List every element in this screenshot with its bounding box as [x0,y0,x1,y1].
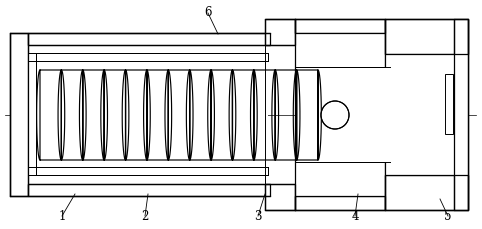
Text: 5: 5 [444,210,452,223]
Polygon shape [265,184,295,210]
Circle shape [321,101,349,129]
Polygon shape [28,184,270,196]
Text: 6: 6 [204,6,212,19]
Polygon shape [28,53,36,175]
Text: 4: 4 [351,210,359,223]
Polygon shape [28,167,268,175]
Bar [28,45,268,184]
Polygon shape [385,19,468,54]
Polygon shape [321,101,349,129]
Text: 1: 1 [58,210,66,223]
Bar [295,67,385,162]
Polygon shape [295,196,385,210]
Polygon shape [265,19,295,45]
Polygon shape [295,162,385,196]
Polygon shape [10,33,28,196]
Polygon shape [454,19,468,210]
Polygon shape [385,175,468,210]
Text: 2: 2 [141,210,148,223]
Bar [385,54,468,175]
Polygon shape [28,33,270,45]
Polygon shape [445,74,453,134]
Text: 3: 3 [254,210,262,223]
Polygon shape [295,19,385,33]
Polygon shape [295,33,385,67]
Polygon shape [28,53,268,61]
